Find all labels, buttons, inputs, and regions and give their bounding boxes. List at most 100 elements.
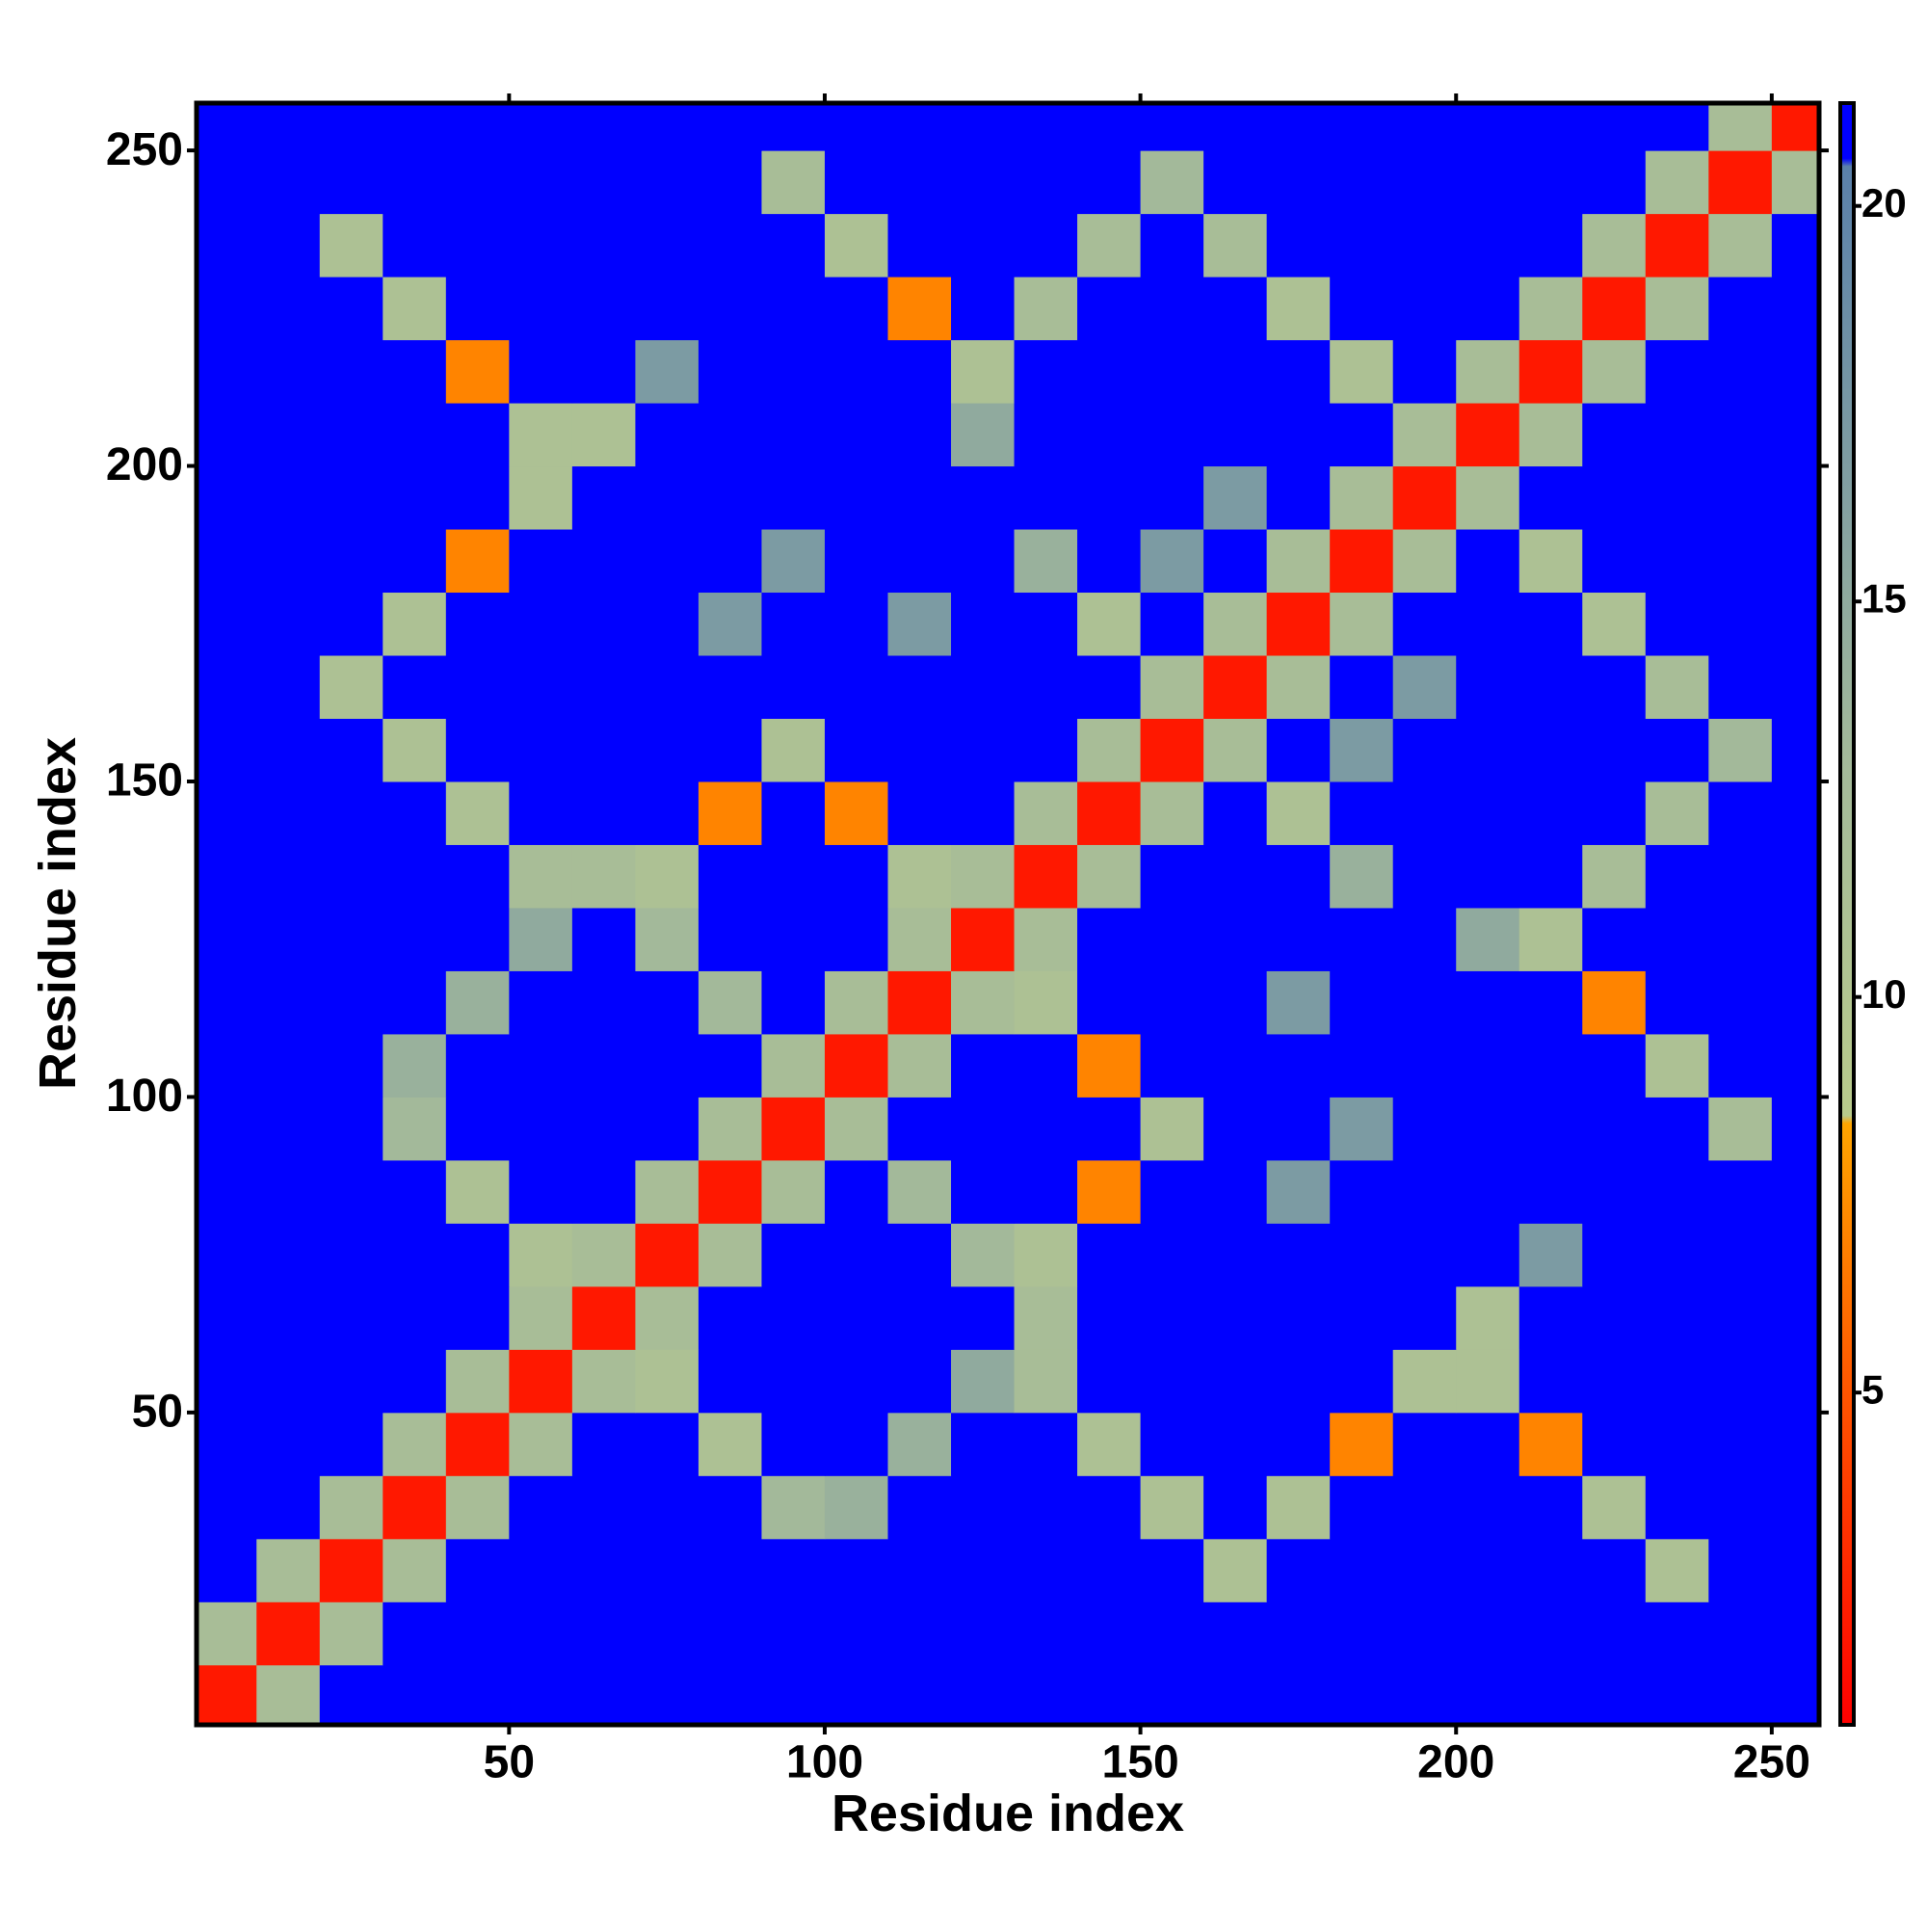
- heatmap-cell: [951, 103, 1016, 151]
- heatmap-cell: [887, 1159, 952, 1224]
- heatmap-cell: [319, 718, 383, 782]
- heatmap-cell: [319, 1285, 383, 1350]
- heatmap-cell: [1330, 1097, 1394, 1161]
- heatmap-cell: [445, 1664, 510, 1725]
- heatmap-cell: [761, 103, 826, 151]
- heatmap-cell: [1014, 465, 1078, 530]
- heatmap-cell: [824, 718, 889, 782]
- heatmap-cell: [1645, 465, 1709, 530]
- heatmap-cell: [1456, 844, 1520, 909]
- heatmap-cell: [319, 781, 383, 845]
- heatmap-cell: [1392, 1349, 1457, 1414]
- heatmap-cell: [1645, 592, 1709, 656]
- heatmap-cell: [1014, 970, 1078, 1035]
- heatmap-cell: [1456, 103, 1520, 151]
- heatmap-cell: [571, 844, 636, 909]
- heatmap-cell: [1518, 150, 1583, 215]
- heatmap-cell: [509, 339, 573, 404]
- x-tick-label: 150: [1102, 1737, 1179, 1788]
- heatmap-cell: [445, 339, 510, 404]
- heatmap-cell: [887, 465, 952, 530]
- heatmap-cell: [1771, 213, 1819, 278]
- heatmap-cell: [1203, 403, 1268, 467]
- heatmap-cell: [197, 718, 257, 782]
- heatmap-cell: [1203, 844, 1268, 909]
- heatmap-cell: [1582, 655, 1647, 719]
- heatmap-cell: [319, 465, 383, 530]
- heatmap-cell: [509, 592, 573, 656]
- heatmap-cell: [1456, 150, 1520, 215]
- heatmap-cell: [1140, 907, 1204, 971]
- heatmap-cell: [1771, 1159, 1819, 1224]
- heatmap-cell: [887, 150, 952, 215]
- heatmap-cell: [1203, 1601, 1268, 1666]
- heatmap-cell: [1203, 1412, 1268, 1476]
- heatmap-cell: [1140, 1097, 1204, 1161]
- heatmap-cell: [1140, 655, 1204, 719]
- heatmap-cell: [1140, 1475, 1204, 1540]
- heatmap-cell: [1645, 277, 1709, 341]
- heatmap-cell: [1140, 529, 1204, 594]
- heatmap-cell: [1140, 1285, 1204, 1350]
- heatmap-cell: [1708, 465, 1773, 530]
- heatmap-cell: [445, 655, 510, 719]
- heatmap-cell: [1203, 1159, 1268, 1224]
- heatmap-cell: [1771, 1033, 1819, 1098]
- heatmap-cell: [1266, 718, 1331, 782]
- heatmap-cell: [1014, 1664, 1078, 1725]
- heatmap-cell: [951, 1538, 1016, 1602]
- heatmap-cell: [256, 1349, 321, 1414]
- heatmap-cell: [698, 465, 762, 530]
- heatmap-cell: [1077, 465, 1142, 530]
- heatmap-cell: [1140, 781, 1204, 845]
- heatmap-cell: [383, 592, 447, 656]
- heatmap-cell: [1456, 1159, 1520, 1224]
- heatmap-cell: [319, 103, 383, 151]
- heatmap-cell: [1518, 1159, 1583, 1224]
- heatmap-cell: [1518, 1412, 1583, 1476]
- heatmap-cell: [509, 1412, 573, 1476]
- heatmap-cells: [197, 103, 1819, 1725]
- heatmap-cell: [1645, 1285, 1709, 1350]
- heatmap-cell: [1456, 403, 1520, 467]
- heatmap-cell: [951, 844, 1016, 909]
- heatmap-cell: [256, 844, 321, 909]
- heatmap-cell: [761, 1223, 826, 1287]
- heatmap-cell: [1645, 1538, 1709, 1602]
- heatmap-cell: [509, 655, 573, 719]
- heatmap-cell: [1645, 718, 1709, 782]
- heatmap-cell: [383, 1285, 447, 1350]
- heatmap-cell: [445, 1223, 510, 1287]
- heatmap-cell: [319, 655, 383, 719]
- heatmap-cell: [1014, 1097, 1078, 1161]
- heatmap-cell: [509, 1601, 573, 1666]
- heatmap-cell: [824, 103, 889, 151]
- heatmap-cell: [887, 277, 952, 341]
- heatmap-cell: [509, 213, 573, 278]
- heatmap-cell: [1518, 1097, 1583, 1161]
- heatmap-cell: [1140, 403, 1204, 467]
- heatmap-cell: [1456, 213, 1520, 278]
- heatmap-cell: [1392, 1475, 1457, 1540]
- heatmap-cell: [1645, 529, 1709, 594]
- heatmap-cell: [1645, 1412, 1709, 1476]
- heatmap-cell: [887, 1664, 952, 1725]
- heatmap-cell: [509, 150, 573, 215]
- heatmap-cell: [256, 1412, 321, 1476]
- heatmap-cell: [1266, 1285, 1331, 1350]
- heatmap-cell: [761, 1538, 826, 1602]
- x-tick-label: 250: [1733, 1737, 1810, 1788]
- heatmap-cell: [445, 844, 510, 909]
- heatmap-cell: [1140, 1601, 1204, 1666]
- heatmap-cell: [1582, 1538, 1647, 1602]
- heatmap-cell: [887, 1285, 952, 1350]
- heatmap-cell: [824, 277, 889, 341]
- heatmap-cell: [1582, 907, 1647, 971]
- heatmap-cell: [1582, 1664, 1647, 1725]
- heatmap-cell: [1582, 1601, 1647, 1666]
- heatmap-cell: [509, 1223, 573, 1287]
- heatmap-cell: [1266, 844, 1331, 909]
- heatmap-cell: [571, 1475, 636, 1540]
- heatmap-cell: [824, 465, 889, 530]
- heatmap-cell: [1392, 718, 1457, 782]
